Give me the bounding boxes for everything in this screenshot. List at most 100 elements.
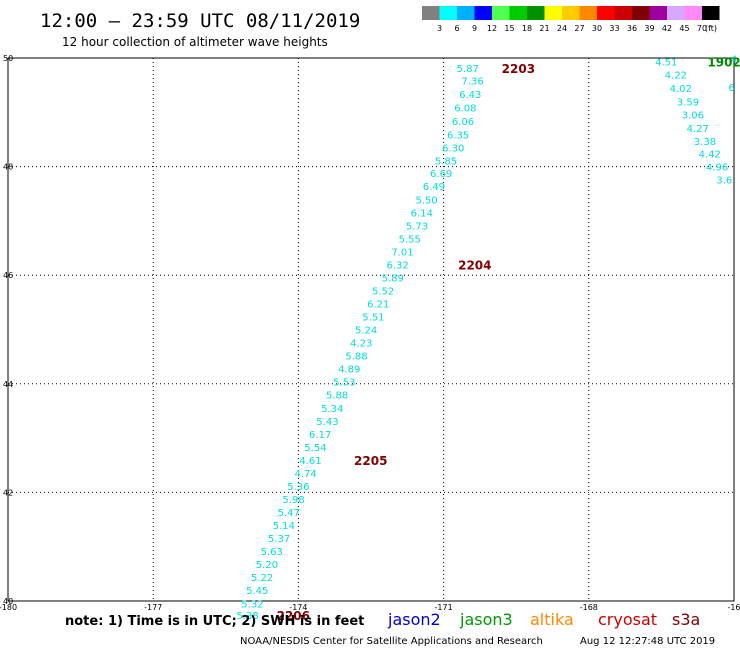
wave-height-value: 5.38: [236, 611, 258, 622]
wave-height-value: 5.20: [256, 560, 278, 571]
wave-height-value: 3.59: [677, 98, 699, 109]
satellite-name-altika: altika: [530, 610, 574, 629]
footer-timestamp: Aug 12 12:27:48 UTC 2019: [580, 636, 715, 647]
y-tick-label: 46: [3, 271, 13, 280]
legend-swatch: [562, 6, 580, 20]
wave-height-value: 4.96: [706, 163, 728, 174]
wave-height-points: 5.877.36 6.43 6.08 6.06 6.35 6.30 5.856.69 6.49…: [236, 55, 737, 623]
wave-height-value: 4: [731, 55, 737, 66]
x-axis-ticks: -180 -177 -174 -171 -168 -16: [0, 603, 740, 612]
wave-height-value: 5.14: [273, 521, 295, 532]
satellite-name-s3a: s3a: [672, 610, 700, 629]
wave-height-value: 5.45: [246, 586, 268, 597]
wave-height-value: 5.87: [457, 64, 479, 75]
legend-swatch: [422, 6, 440, 20]
wave-height-value: 4.22: [665, 70, 687, 81]
satellite-legend: jason2 jason3 altika cryosat s3a: [387, 610, 700, 629]
wave-height-value: 5.55: [399, 234, 421, 245]
color-legend: 3 6 9 12 15 18 21 24 27 30 33 36 39 42 45 70: [422, 6, 720, 33]
wave-height-value: 6.49: [423, 182, 445, 193]
pass-number-label: 2205: [354, 454, 387, 468]
legend-bin-label: 70: [697, 24, 707, 33]
wave-height-value: 6.06: [452, 117, 474, 128]
legend-swatch: [544, 6, 562, 20]
wave-height-value: 3.38: [694, 137, 716, 148]
pass-number-label: 2206: [277, 609, 310, 623]
legend-swatch: [649, 6, 667, 20]
legend-swatch: [492, 6, 510, 20]
wave-height-value: 5.51: [362, 313, 384, 324]
wave-height-value: 5.22: [251, 573, 273, 584]
wave-height-value: 6.08: [454, 103, 476, 114]
wave-height-value: 4.74: [295, 469, 317, 480]
wave-height-value: 5.37: [268, 534, 290, 545]
legend-unit-label: (ft): [705, 24, 717, 33]
legend-swatch: [509, 6, 527, 20]
y-tick-label: 50: [3, 54, 13, 63]
y-tick-label: 42: [3, 488, 13, 497]
x-tick-label: -174: [289, 603, 307, 612]
legend-swatch: [684, 6, 702, 20]
x-tick-label: -180: [0, 603, 17, 612]
y-tick-label: 48: [3, 163, 13, 172]
pass-labels: 2203 2204 2205 2206 1902: [277, 55, 740, 623]
wave-height-value: 7.01: [391, 247, 413, 258]
wave-height-value: 7.36: [462, 76, 484, 87]
wave-height-value: 5.85: [435, 157, 457, 168]
wave-height-value: 4.23: [350, 339, 372, 350]
legend-bin-label: 30: [592, 24, 602, 33]
footer-credit: NOAA/NESDIS Center for Satellite Applica…: [240, 636, 543, 647]
legend-swatch: [702, 6, 720, 20]
wave-height-value: 3.6: [716, 176, 732, 187]
wave-height-value: 6.35: [447, 131, 469, 142]
wave-height-value: 5.34: [321, 404, 343, 415]
x-tick-label: -16: [727, 603, 740, 612]
legend-bin-label: 27: [574, 24, 584, 33]
wave-height-value: 3.06: [682, 111, 704, 122]
wave-height-value: 5.89: [382, 273, 404, 284]
legend-bin-label: 15: [504, 24, 514, 33]
legend-bin-label: 33: [609, 24, 619, 33]
wave-height-value: 4.42: [699, 150, 721, 161]
wave-height-value: 6.69: [430, 169, 452, 180]
legend-swatch: [632, 6, 650, 20]
y-tick-label: 40: [3, 597, 13, 606]
wave-height-value: 6.21: [367, 300, 389, 311]
wave-height-value: 5.36: [287, 482, 309, 493]
wave-height-value: 5.53: [333, 378, 355, 389]
chart-subtitle: 12 hour collection of altimeter wave hei…: [62, 35, 328, 49]
satellite-name-cryosat: cryosat: [598, 610, 657, 629]
x-tick-label: -168: [580, 603, 598, 612]
wave-height-value: 5.73: [406, 221, 428, 232]
legend-swatch: [579, 6, 597, 20]
wave-height-value: 5.88: [326, 391, 348, 402]
legend-swatch: [667, 6, 685, 20]
legend-swatch: [457, 6, 475, 20]
grid-lines: [8, 58, 734, 601]
satellite-name-jason3: jason3: [459, 610, 513, 629]
wave-height-value: 6.14: [411, 208, 433, 219]
legend-bin-label: 9: [472, 24, 477, 33]
y-axis-ticks: 40 42 44 46 48 50: [3, 54, 13, 606]
legend-bin-label: 12: [487, 24, 497, 33]
x-tick-label: -171: [435, 603, 453, 612]
wave-height-value: 5.88: [345, 352, 367, 363]
legend-swatch: [597, 6, 615, 20]
wave-height-value: 5.24: [355, 326, 377, 337]
wave-height-value: 4.61: [299, 456, 321, 467]
wave-height-value: 5.43: [316, 417, 338, 428]
legend-bin-label: 21: [539, 24, 549, 33]
legend-bin-label: 42: [662, 24, 672, 33]
wave-height-value: 5.32: [241, 599, 263, 610]
legend-bin-label: 45: [679, 24, 689, 33]
legend-bin-label: 39: [644, 24, 654, 33]
wave-height-value: 6.43: [459, 90, 481, 101]
wave-height-value: 5.52: [372, 286, 394, 297]
chart-title: 12:00 – 23:59 UTC 08/11/2019: [40, 10, 360, 32]
footer-note: note: 1) Time is in UTC; 2) SWH is in fe…: [65, 614, 364, 629]
pass-number-label: 2203: [502, 62, 535, 76]
legend-bin-label: 6: [454, 24, 459, 33]
pass-number-label: 1902: [707, 55, 740, 69]
wave-height-value: 5.47: [278, 508, 300, 519]
